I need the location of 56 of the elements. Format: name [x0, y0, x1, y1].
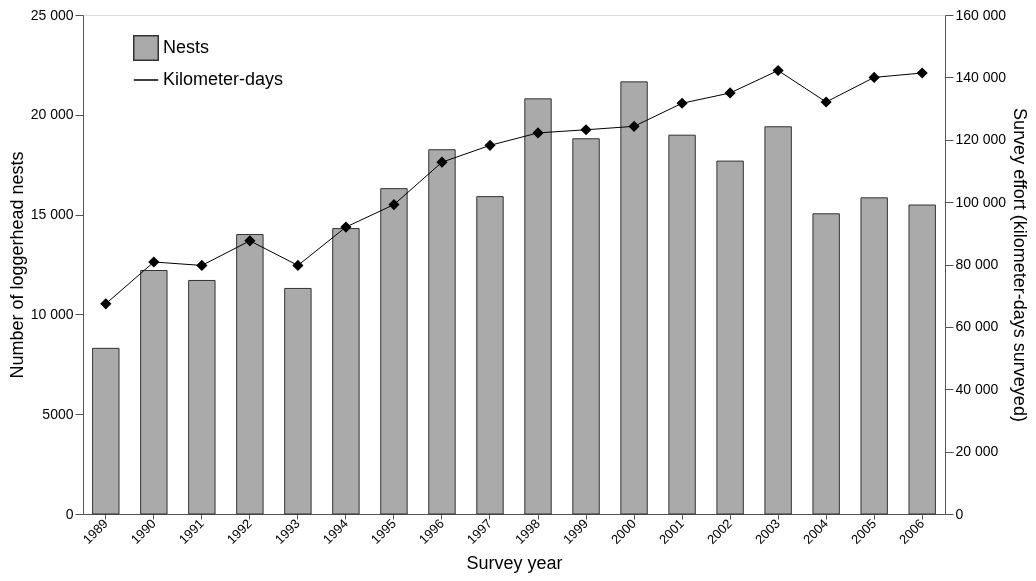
y-tick-label: 10 000	[30, 305, 74, 322]
bar	[620, 81, 648, 515]
bar	[524, 98, 552, 515]
point	[484, 140, 496, 151]
y2-tick-label: 100 000	[955, 193, 1007, 210]
y2-tick-label: 160 000	[955, 6, 1007, 23]
y-tick-label: 5000	[42, 405, 74, 422]
bar	[92, 347, 120, 515]
y-tick-label: 0	[65, 505, 74, 522]
point	[340, 221, 352, 233]
bar	[860, 197, 888, 515]
point	[868, 72, 880, 83]
bar	[572, 138, 600, 515]
bar	[812, 213, 840, 515]
bar	[476, 196, 504, 515]
point	[100, 298, 111, 309]
y2-tick-label: 40 000	[955, 380, 999, 397]
y-tick-label: 25 000	[30, 6, 74, 23]
bar	[284, 287, 312, 515]
bar	[332, 228, 360, 515]
point	[196, 260, 208, 271]
y2-tick-label: 80 000	[955, 256, 999, 272]
point	[292, 260, 304, 271]
point	[244, 235, 256, 246]
point	[148, 256, 160, 268]
y2-tick-label: 0	[955, 505, 964, 522]
bar	[428, 149, 456, 515]
y2-axis-title: Survey effort (kilometer-days surveyed)	[1010, 108, 1031, 422]
bar	[716, 160, 744, 515]
bar	[668, 134, 696, 515]
bar	[140, 269, 168, 515]
y-tick-label: 20 000	[30, 106, 74, 123]
bar	[236, 234, 264, 515]
y-tick-label: 15 000	[30, 206, 74, 223]
point	[772, 65, 784, 76]
point	[724, 87, 736, 99]
point	[676, 98, 688, 109]
point	[917, 67, 928, 79]
y2-tick-label: 140 000	[955, 68, 1007, 85]
point	[820, 96, 832, 108]
y2-tick-label: 20 000	[955, 443, 999, 460]
bar	[380, 188, 408, 515]
bar	[908, 204, 936, 515]
y-axis-title: Number of loggerhead nests	[6, 151, 27, 379]
bar	[188, 279, 216, 515]
point	[580, 124, 592, 135]
bar	[764, 126, 792, 515]
point	[628, 121, 640, 132]
point	[388, 199, 400, 210]
point	[532, 127, 544, 139]
x-axis-title: Survey year	[466, 552, 563, 573]
legend-label: Nests	[163, 37, 210, 57]
y2-tick-label: 120 000	[955, 131, 1007, 148]
legend-label: Kilometer-days	[163, 69, 284, 89]
point	[436, 157, 448, 168]
y2-tick-label: 60 000	[955, 318, 999, 335]
